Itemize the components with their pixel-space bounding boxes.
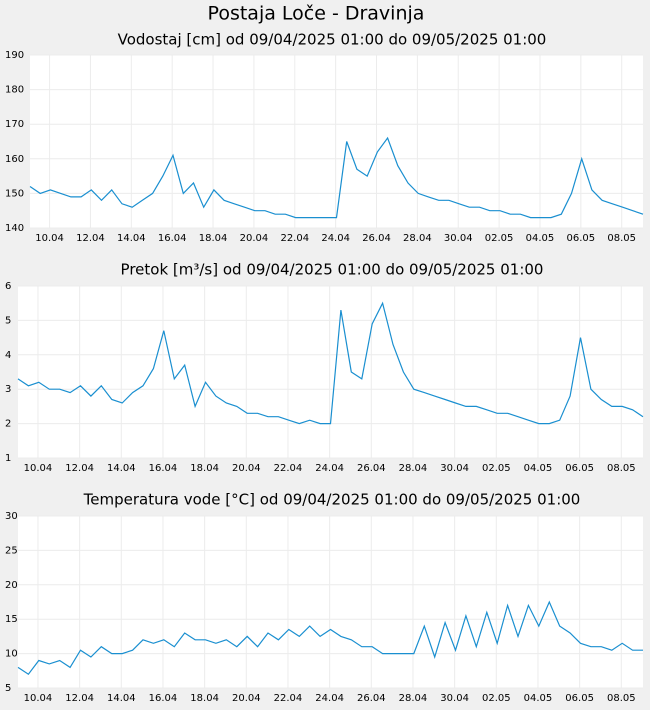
x-tick-label: 24.04 bbox=[315, 693, 344, 704]
x-tick-label: 18.04 bbox=[190, 693, 219, 704]
x-tick-label: 12.04 bbox=[65, 463, 94, 474]
y-tick-label: 5 bbox=[5, 315, 11, 326]
x-tick-label: 22.04 bbox=[280, 233, 309, 244]
x-tick-label: 28.04 bbox=[403, 233, 432, 244]
data-line bbox=[17, 600, 643, 676]
x-tick-label: 16.04 bbox=[149, 463, 178, 474]
x-tick-label: 02.05 bbox=[482, 693, 511, 704]
x-tick-label: 24.04 bbox=[315, 463, 344, 474]
x-tick-label: 08.05 bbox=[607, 693, 636, 704]
y-tick-label: 30 bbox=[5, 511, 18, 522]
plot-area bbox=[18, 516, 643, 688]
x-tick-label: 12.04 bbox=[76, 233, 105, 244]
x-tick-label: 06.05 bbox=[565, 693, 594, 704]
y-tick-label: 160 bbox=[5, 154, 24, 165]
y-tick-label: 1 bbox=[5, 453, 11, 464]
x-tick-label: 02.05 bbox=[485, 233, 514, 244]
x-tick-label: 24.04 bbox=[321, 233, 350, 244]
y-tick-label: 140 bbox=[5, 223, 24, 234]
x-tick-label: 18.04 bbox=[199, 233, 228, 244]
y-tick-label: 5 bbox=[5, 683, 11, 694]
x-tick-label: 16.04 bbox=[158, 233, 187, 244]
x-tick-label: 04.05 bbox=[524, 463, 553, 474]
plot-area bbox=[30, 55, 643, 228]
chart-title: Vodostaj [cm] od 09/04/2025 01:00 do 09/… bbox=[118, 31, 547, 49]
x-tick-label: 02.05 bbox=[482, 463, 511, 474]
x-tick-label: 08.05 bbox=[607, 233, 636, 244]
x-tick-label: 18.04 bbox=[190, 463, 219, 474]
x-tick-label: 22.04 bbox=[274, 693, 303, 704]
x-tick-label: 22.04 bbox=[274, 463, 303, 474]
x-tick-label: 20.04 bbox=[232, 693, 261, 704]
x-tick-label: 12.04 bbox=[65, 693, 94, 704]
x-tick-label: 14.04 bbox=[107, 693, 136, 704]
chart-title: Temperatura vode [°C] od 09/04/2025 01:0… bbox=[83, 491, 581, 509]
x-tick-label: 16.04 bbox=[149, 693, 178, 704]
x-tick-label: 08.05 bbox=[607, 463, 636, 474]
x-tick-label: 26.04 bbox=[362, 233, 391, 244]
x-tick-label: 28.04 bbox=[399, 463, 428, 474]
y-tick-label: 4 bbox=[5, 350, 11, 361]
y-tick-label: 6 bbox=[5, 281, 11, 292]
y-tick-label: 15 bbox=[5, 614, 18, 625]
y-tick-label: 25 bbox=[5, 545, 18, 556]
x-tick-label: 30.04 bbox=[444, 233, 473, 244]
x-tick-label: 06.05 bbox=[565, 463, 594, 474]
x-tick-label: 30.04 bbox=[440, 693, 469, 704]
y-tick-label: 3 bbox=[5, 384, 11, 395]
y-tick-label: 20 bbox=[5, 580, 18, 591]
y-tick-label: 10 bbox=[5, 649, 18, 660]
data-line bbox=[17, 301, 644, 425]
chart-title: Pretok [m³/s] od 09/04/2025 01:00 do 09/… bbox=[121, 261, 544, 279]
plot-area bbox=[18, 286, 643, 458]
x-tick-label: 20.04 bbox=[240, 233, 269, 244]
x-tick-label: 30.04 bbox=[440, 463, 469, 474]
page-title: Postaja Loče - Dravinja bbox=[208, 3, 425, 25]
x-tick-label: 06.05 bbox=[567, 233, 596, 244]
x-tick-label: 04.05 bbox=[524, 693, 553, 704]
x-tick-label: 10.04 bbox=[24, 693, 53, 704]
x-tick-label: 28.04 bbox=[399, 693, 428, 704]
x-tick-label: 04.05 bbox=[526, 233, 555, 244]
x-tick-label: 10.04 bbox=[24, 463, 53, 474]
y-tick-label: 170 bbox=[5, 119, 24, 130]
y-tick-label: 150 bbox=[5, 188, 24, 199]
data-line bbox=[29, 136, 644, 219]
x-tick-label: 10.04 bbox=[35, 233, 64, 244]
x-tick-label: 20.04 bbox=[232, 463, 261, 474]
x-tick-label: 14.04 bbox=[107, 463, 136, 474]
y-tick-label: 180 bbox=[5, 85, 24, 96]
y-tick-label: 190 bbox=[5, 50, 24, 61]
y-tick-label: 2 bbox=[5, 419, 11, 430]
x-tick-label: 26.04 bbox=[357, 693, 386, 704]
x-tick-label: 26.04 bbox=[357, 463, 386, 474]
x-tick-label: 14.04 bbox=[117, 233, 146, 244]
